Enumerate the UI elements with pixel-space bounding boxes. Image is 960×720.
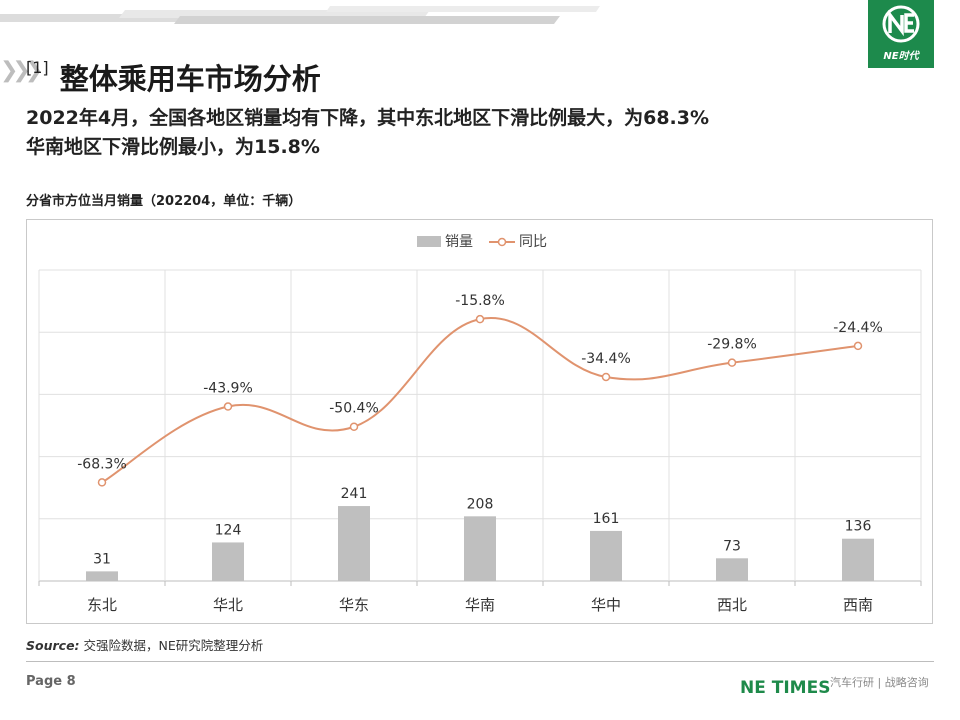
chart-frame: 31 124 241 208 161 73 136 -68.3% -43.9% -50.4% -15… <box>26 219 933 624</box>
headline: 2022年4月，全国各地区销量均有下降，其中东北地区下滑比例最大，为68.3% … <box>26 104 926 162</box>
bar-华东 <box>338 506 370 581</box>
x-tick-label: 华中 <box>591 596 621 614</box>
chart-caption: 分省市方位当月销量（202204，单位：千辆） <box>26 194 302 209</box>
x-tick-label: 华东 <box>339 596 369 614</box>
top-decoration-bars <box>0 6 600 24</box>
headline-line-2: 华南地区下滑比例最小，为15.8% <box>26 136 320 158</box>
yoy-value-label: -34.4% <box>581 351 631 367</box>
bar-华北 <box>212 542 244 581</box>
yoy-value-label: -24.4% <box>833 320 883 336</box>
legend-bar-swatch <box>417 236 441 247</box>
x-tick-label: 华南 <box>465 596 495 614</box>
footer-brand: NE TIMES <box>740 678 831 698</box>
x-tick-label: 西南 <box>843 596 873 614</box>
bar-value-label: 31 <box>93 551 111 567</box>
yoy-point-华中 <box>601 372 611 382</box>
yoy-point-西南 <box>853 341 863 351</box>
bar-value-label: 208 <box>467 496 494 512</box>
section-title: 整体乘用车市场分析 <box>59 62 321 96</box>
bar-value-label: 136 <box>845 519 872 535</box>
bar-value-label: 241 <box>341 486 368 502</box>
yoy-value-label: -43.9% <box>203 381 253 397</box>
ne-times-logo: NE时代 <box>868 0 934 68</box>
yoy-point-华北 <box>223 402 233 411</box>
legend-label-sales: 销量 <box>445 234 473 250</box>
section-heading: [1] 整体乘用车市场分析 <box>26 56 321 98</box>
bar-华南 <box>464 516 496 581</box>
yoy-value-label: -68.3% <box>77 456 127 472</box>
x-tick-label: 华北 <box>213 596 243 614</box>
x-tick-label: 西北 <box>717 596 747 614</box>
page-number: Page 8 <box>26 674 76 689</box>
bar-value-label: 124 <box>215 522 242 538</box>
headline-line-1: 2022年4月，全国各地区销量均有下降，其中东北地区下滑比例最大，为68.3% <box>26 107 710 129</box>
bar-华中 <box>590 530 622 581</box>
section-index: [1] <box>26 58 49 77</box>
yoy-point-华东 <box>349 422 359 431</box>
yoy-value-label: -29.8% <box>707 337 757 353</box>
legend-label-yoy: 同比 <box>519 234 547 250</box>
chevron-decoration-icon: ❯❯❯ <box>0 58 43 83</box>
yoy-point-东北 <box>97 478 107 487</box>
logo-text: NE时代 <box>883 51 919 62</box>
bar-西北 <box>716 558 748 581</box>
footer-divider <box>26 661 934 662</box>
ne-logo-icon <box>882 5 920 43</box>
legend-line-marker <box>497 237 507 247</box>
source-note: Source: 交强险数据，NE研究院整理分析 <box>26 635 263 654</box>
x-tick-label: 东北 <box>87 596 117 614</box>
bar-西南 <box>842 538 874 581</box>
footer-tagline: 汽车行研 | 战略咨询 <box>830 676 929 689</box>
bar-value-label: 73 <box>723 538 741 554</box>
source-text: 交强险数据，NE研究院整理分析 <box>83 638 264 653</box>
sales-chart: 31 124 241 208 161 73 136 -68.3% -43.9% -50.4% -15… <box>38 234 922 614</box>
source-label: Source: <box>26 638 80 653</box>
bar-value-label: 161 <box>593 511 620 527</box>
yoy-value-label: -50.4% <box>329 401 379 417</box>
yoy-value-label: -15.8% <box>455 293 505 309</box>
yoy-point-西北 <box>727 358 737 367</box>
yoy-point-华南 <box>475 314 485 324</box>
bar-东北 <box>86 571 118 581</box>
